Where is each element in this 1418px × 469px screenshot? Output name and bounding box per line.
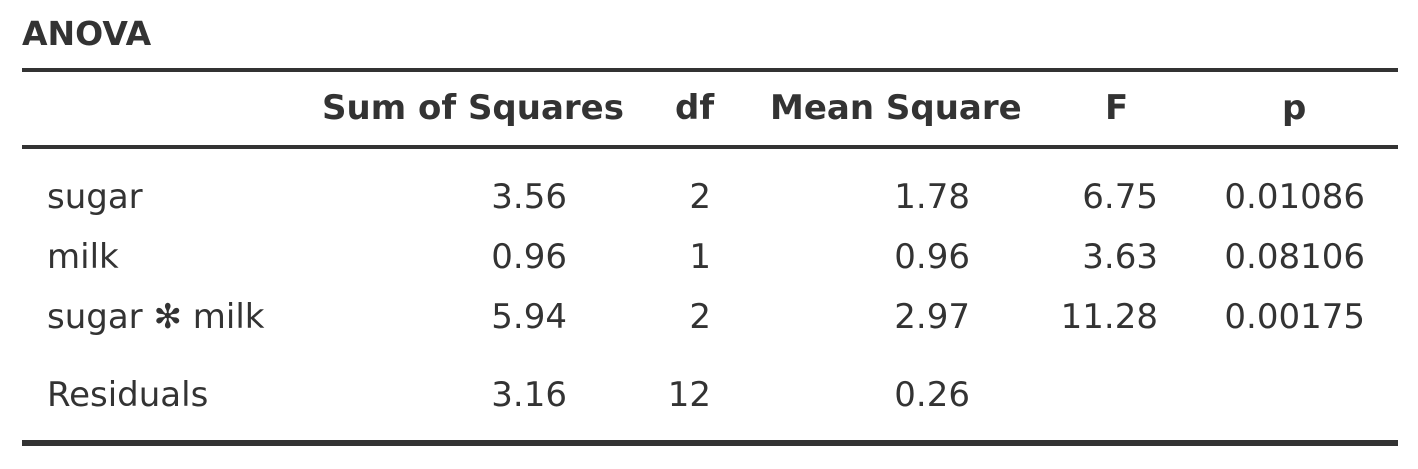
row-term: Residuals — [47, 375, 209, 415]
row-mean-square: 0.96 — [894, 237, 970, 277]
row-f: 6.75 — [1082, 177, 1158, 217]
row-sum-of-squares: 3.16 — [491, 375, 567, 415]
row-p: 0.08106 — [1224, 237, 1365, 277]
row-sum-of-squares: 3.56 — [491, 177, 567, 217]
row-term: sugar ✻ milk — [47, 297, 265, 337]
top-rule — [22, 68, 1398, 72]
row-df: 1 — [689, 237, 711, 277]
row-df: 2 — [689, 177, 711, 217]
row-p: 0.00175 — [1224, 297, 1365, 337]
anova-title: ANOVA — [22, 14, 152, 53]
row-df: 12 — [667, 375, 711, 415]
header-rule — [22, 145, 1398, 149]
row-sum-of-squares: 5.94 — [491, 297, 567, 337]
row-sum-of-squares: 0.96 — [491, 237, 567, 277]
row-mean-square: 1.78 — [894, 177, 970, 217]
header-p: p — [1282, 88, 1307, 128]
row-mean-square: 0.26 — [894, 375, 970, 415]
header-df: df — [675, 88, 715, 128]
row-p: 0.01086 — [1224, 177, 1365, 217]
row-df: 2 — [689, 297, 711, 337]
row-term: milk — [47, 237, 119, 277]
bottom-rule — [22, 440, 1398, 446]
row-mean-square: 2.97 — [894, 297, 970, 337]
header-f: F — [1105, 88, 1129, 128]
header-sum-of-squares: Sum of Squares — [322, 88, 624, 128]
header-mean-square: Mean Square — [770, 88, 1022, 128]
row-f: 3.63 — [1082, 237, 1158, 277]
row-term: sugar — [47, 177, 143, 217]
row-f: 11.28 — [1060, 297, 1158, 337]
